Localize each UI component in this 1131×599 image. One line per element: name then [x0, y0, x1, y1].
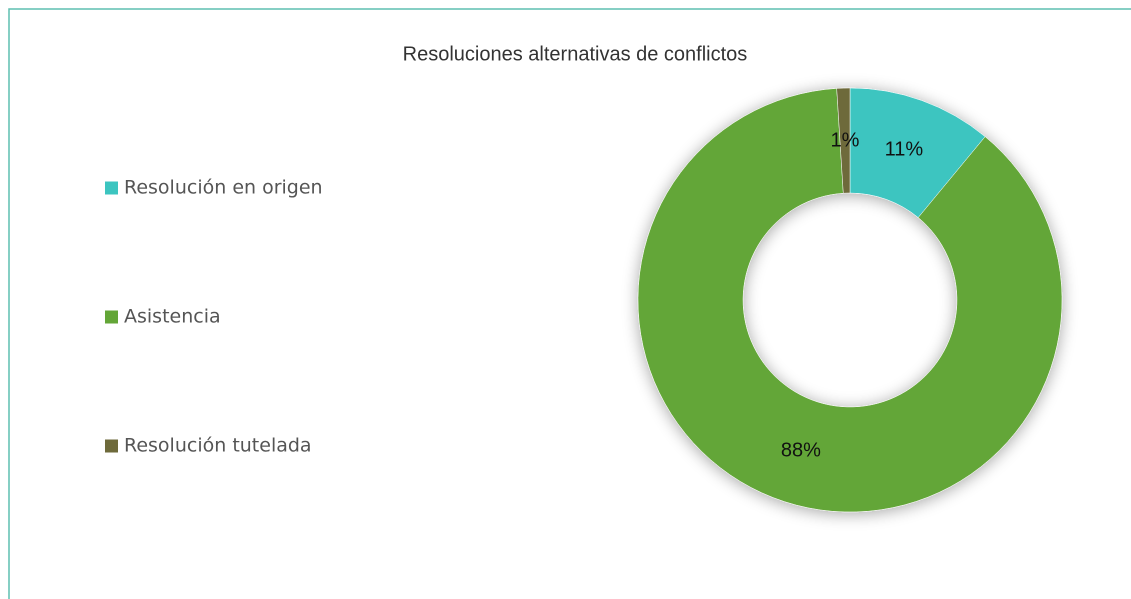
data-label: 88%: [781, 439, 821, 461]
legend-label: Resolución en origen: [124, 177, 323, 199]
donut-slice: [836, 87, 851, 194]
legend-swatch: [105, 439, 118, 453]
frame: [8, 8, 1131, 599]
data-label: 11%: [885, 139, 924, 161]
legend-swatch: [105, 181, 118, 195]
chart-title: Resoluciones alternativas de conflictos: [403, 43, 748, 65]
legend-label: Asistencia: [124, 306, 221, 328]
legend-swatch: [105, 310, 118, 324]
donut-slice: [637, 88, 1063, 513]
legend-label: Resolución tutelada: [124, 435, 312, 457]
donut: [637, 87, 1063, 513]
data-label: 1%: [831, 129, 860, 151]
